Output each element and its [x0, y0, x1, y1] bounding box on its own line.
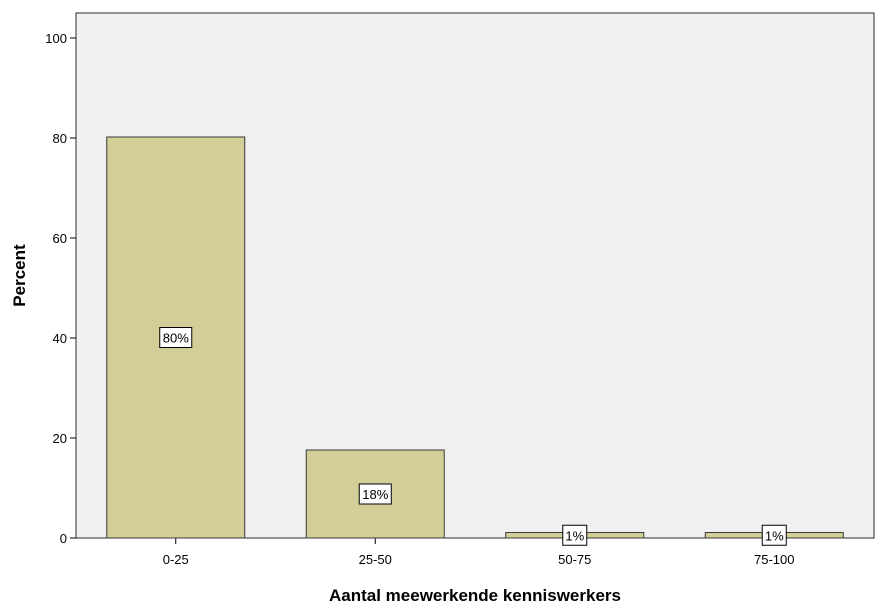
- data-label: 80%: [159, 327, 193, 348]
- x-tick-label: 50-75: [558, 552, 591, 567]
- y-tick-label: 80: [53, 131, 67, 146]
- data-label-text: 18%: [362, 487, 388, 502]
- y-tick-label: 40: [53, 331, 67, 346]
- x-axis-title: Aantal meewerkende kenniswerkers: [329, 586, 621, 605]
- data-label: 1%: [761, 524, 787, 546]
- y-axis: 0 20 40 60 80 100: [45, 31, 76, 546]
- x-tick-label: 75-100: [754, 552, 794, 567]
- data-label-text: 1%: [765, 528, 784, 543]
- data-label-box: [562, 524, 588, 546]
- data-label-box: [358, 483, 392, 505]
- y-tick-label: 0: [60, 531, 67, 546]
- data-label-box: [159, 327, 193, 348]
- data-label-text: 1%: [565, 528, 584, 543]
- data-labels: 80% 18% 1% 1%: [159, 327, 787, 546]
- x-tick-label: 25-50: [359, 552, 392, 567]
- data-label-box: [761, 524, 787, 546]
- x-tick-label: 0-25: [163, 552, 189, 567]
- y-tick-label: 20: [53, 431, 67, 446]
- x-axis: 0-25 25-50 50-75 75-100: [163, 538, 794, 567]
- y-tick-label: 60: [53, 231, 67, 246]
- y-axis-title: Percent: [10, 244, 29, 307]
- y-tick-label: 100: [45, 31, 67, 46]
- data-label-text: 80%: [163, 331, 189, 346]
- data-label: 18%: [358, 483, 392, 505]
- data-label: 1%: [562, 524, 588, 546]
